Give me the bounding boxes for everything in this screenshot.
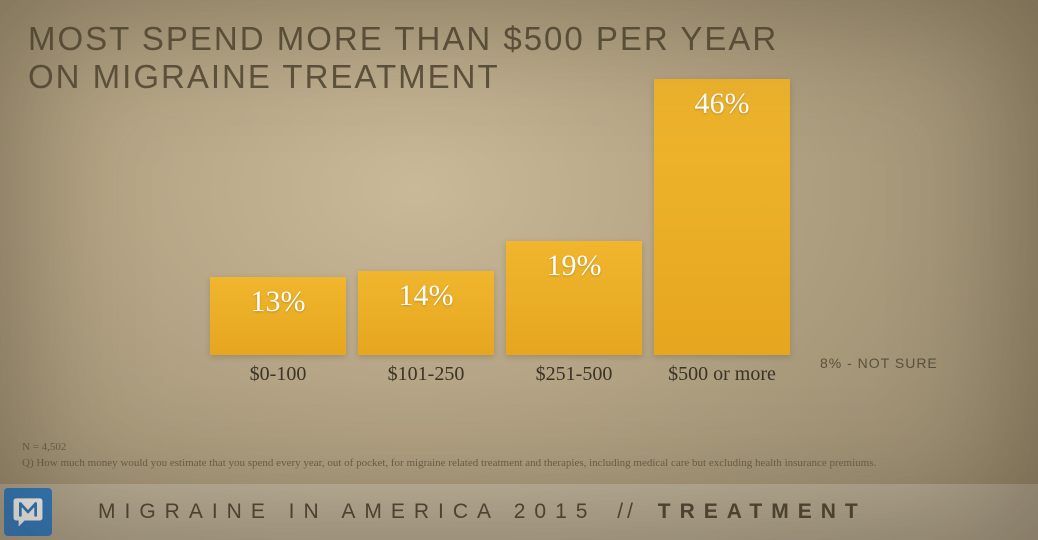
title-line-2: ON MIGRAINE TREATMENT bbox=[28, 58, 500, 95]
bar-label: $101-250 bbox=[388, 363, 465, 386]
bar-wrap: 46% $500 or more bbox=[654, 79, 790, 386]
bar-wrap: 19% $251-500 bbox=[506, 241, 642, 386]
speech-bubble-m-icon bbox=[11, 495, 45, 529]
title-line-1: MOST SPEND MORE THAN $500 PER YEAR bbox=[28, 20, 778, 57]
footnote-question: Q) How much money would you estimate tha… bbox=[22, 456, 876, 472]
bar: 46% bbox=[654, 79, 790, 355]
footnote-n: N = 4,502 bbox=[22, 440, 876, 456]
bar-value: 46% bbox=[654, 87, 790, 121]
not-sure-note: 8% - NOT SURE bbox=[820, 355, 938, 371]
footnotes: N = 4,502 Q) How much money would you es… bbox=[22, 440, 876, 472]
bar-value: 19% bbox=[506, 249, 642, 283]
bar: 14% bbox=[358, 271, 494, 355]
bar: 13% bbox=[210, 277, 346, 355]
footer-left: MIGRAINE IN AMERICA 2015 bbox=[98, 500, 596, 523]
bar: 19% bbox=[506, 241, 642, 355]
bar-label: $500 or more bbox=[668, 363, 776, 386]
bar-value: 13% bbox=[210, 285, 346, 319]
bar-chart: 13%$0-10014%$101-25019%$251-50046%$500 o… bbox=[210, 110, 790, 410]
footer-sep: // bbox=[617, 500, 637, 523]
bar-label: $0-100 bbox=[250, 363, 307, 386]
brand-logo bbox=[4, 488, 52, 536]
bar-value: 14% bbox=[358, 279, 494, 313]
bar-wrap: 13% $0-100 bbox=[210, 277, 346, 386]
footer-text: MIGRAINE IN AMERICA 2015 // TREATMENT bbox=[98, 500, 867, 524]
bar-label: $251-500 bbox=[536, 363, 613, 386]
footer-right: TREATMENT bbox=[658, 500, 867, 523]
footer-bar: MIGRAINE IN AMERICA 2015 // TREATMENT bbox=[0, 484, 1038, 540]
bar-wrap: 14% $101-250 bbox=[358, 271, 494, 386]
